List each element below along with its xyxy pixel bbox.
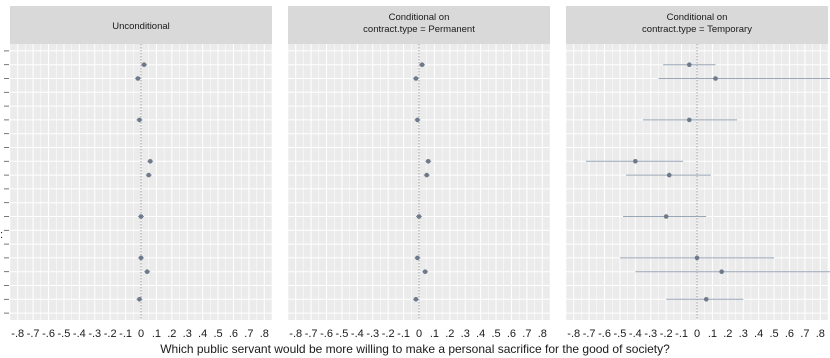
x-tick-label: -.4 xyxy=(73,328,86,340)
x-tick-label: -.7 xyxy=(583,328,596,340)
point-estimate xyxy=(147,159,153,164)
point-estimate xyxy=(703,297,709,302)
x-tick-label: .3 xyxy=(461,328,470,340)
x-tick-label: .5 xyxy=(491,328,500,340)
y-axis-ticks xyxy=(4,50,9,314)
point-estimate xyxy=(686,62,692,67)
x-tick-label: .6 xyxy=(785,328,794,340)
x-tick-label: -.7 xyxy=(305,328,318,340)
point-estimate xyxy=(713,76,718,81)
point-estimate xyxy=(694,255,700,261)
x-tick-label: -.3 xyxy=(644,328,657,340)
x-tick-label: .2 xyxy=(723,328,732,340)
x-axis-label: Which public servant would be more willi… xyxy=(160,342,670,356)
point-estimate xyxy=(137,117,142,123)
facet-panel: Conditional on contract.type = Temporary -… xyxy=(565,6,830,340)
facet-strip xyxy=(288,6,550,44)
point-estimate xyxy=(135,76,141,81)
point-estimate xyxy=(663,214,669,219)
x-tick-label: .1 xyxy=(708,328,717,340)
x-tick-label: -.8 xyxy=(289,328,302,340)
point-estimate xyxy=(424,172,430,178)
x-tick-label: 0 xyxy=(416,328,422,340)
x-tick-label: -.8 xyxy=(11,328,24,340)
point-estimate xyxy=(419,62,425,67)
facet-title: Conditional on contract.type = Temporary xyxy=(642,12,752,35)
point-estimate xyxy=(144,269,150,275)
x-tick-label: -.5 xyxy=(58,328,71,340)
point-estimate xyxy=(425,159,431,164)
facet-title: Conditional on contract.type = Permanent xyxy=(363,12,475,35)
x-tick-label: -.3 xyxy=(88,328,101,340)
x-tick-label: .8 xyxy=(260,328,269,340)
x-tick-label: -.4 xyxy=(351,328,364,340)
x-tick-label: .4 xyxy=(476,328,485,340)
point-estimate xyxy=(137,297,142,302)
x-tick-label: -.6 xyxy=(42,328,55,340)
facet-strip xyxy=(10,6,272,44)
point-estimate xyxy=(138,214,144,219)
y-axis-label-fragment: : xyxy=(0,229,3,241)
x-tick-label: .3 xyxy=(183,328,192,340)
facet-panel: Conditional on contract.type = Permanent -… xyxy=(287,6,551,340)
point-estimate xyxy=(413,297,419,302)
x-tick-label: -.1 xyxy=(397,328,410,340)
x-tick-label: .5 xyxy=(213,328,222,340)
x-tick-label: .4 xyxy=(754,328,763,340)
point-estimate xyxy=(141,62,147,67)
x-tick-label: -.2 xyxy=(660,328,673,340)
x-tick-label: -.5 xyxy=(336,328,349,340)
facet-panel: Unconditional -.8 -.7 -.6 -.5 -.4 -.3 -.2 -.1 0 .1… xyxy=(9,6,273,340)
x-tick-label: .4 xyxy=(198,328,207,340)
x-tick-label: -.2 xyxy=(104,328,117,340)
point-estimate xyxy=(633,159,638,164)
facet-strip xyxy=(566,6,828,44)
x-tick-label: .2 xyxy=(167,328,176,340)
x-tick-label: -.6 xyxy=(320,328,333,340)
x-tick-label: .7 xyxy=(522,328,531,340)
x-tick-label: .5 xyxy=(769,328,778,340)
point-estimate xyxy=(413,76,419,81)
x-tick-label: .8 xyxy=(538,328,547,340)
x-tick-label: -.8 xyxy=(567,328,580,340)
x-tick-label: .8 xyxy=(816,328,825,340)
x-tick-label: -.1 xyxy=(119,328,132,340)
x-tick-label: -.2 xyxy=(382,328,395,340)
point-estimate xyxy=(719,269,724,275)
point-estimate xyxy=(415,255,420,261)
x-tick-label: -.1 xyxy=(675,328,688,340)
point-estimate xyxy=(686,117,692,123)
point-estimate xyxy=(416,214,422,219)
x-tick-label: 0 xyxy=(694,328,700,340)
x-tick-label: .6 xyxy=(507,328,516,340)
x-tick-label: .2 xyxy=(445,328,454,340)
facet-title: Unconditional xyxy=(112,21,170,32)
x-tick-label: -.6 xyxy=(598,328,611,340)
x-tick-label: 0 xyxy=(138,328,144,340)
point-estimate xyxy=(666,172,672,178)
x-tick-label: .7 xyxy=(244,328,253,340)
x-tick-label: .1 xyxy=(152,328,161,340)
x-tick-label: .1 xyxy=(430,328,439,340)
point-estimate xyxy=(146,172,152,178)
x-tick-label: .7 xyxy=(800,328,809,340)
point-estimate xyxy=(422,269,428,275)
x-tick-label: -.4 xyxy=(629,328,642,340)
x-tick-label: -.3 xyxy=(366,328,379,340)
x-tick-label: .6 xyxy=(229,328,238,340)
point-estimate xyxy=(415,117,420,123)
x-tick-label: -.5 xyxy=(614,328,627,340)
point-estimate xyxy=(138,255,144,261)
x-tick-label: -.7 xyxy=(27,328,40,340)
x-tick-label: .3 xyxy=(739,328,748,340)
facet-panels: Unconditional-.8 -.7 -.6 -.5 -.4 -.3 -.2 -.1 0.1… xyxy=(9,6,830,340)
